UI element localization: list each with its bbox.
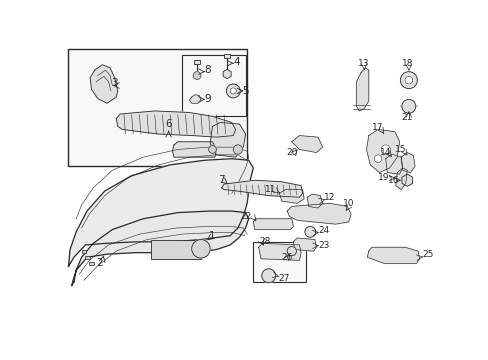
- Text: 1: 1: [209, 231, 215, 241]
- Bar: [85, 256, 90, 259]
- Circle shape: [400, 72, 416, 89]
- Polygon shape: [71, 211, 248, 286]
- Circle shape: [286, 247, 296, 256]
- Polygon shape: [366, 130, 399, 172]
- Polygon shape: [172, 142, 216, 157]
- Text: 27: 27: [277, 274, 289, 283]
- Text: 12: 12: [324, 193, 335, 202]
- Bar: [89, 262, 94, 265]
- Bar: [194, 60, 200, 64]
- Circle shape: [401, 99, 415, 113]
- Circle shape: [193, 72, 201, 80]
- Polygon shape: [253, 219, 293, 230]
- Polygon shape: [293, 238, 316, 251]
- Polygon shape: [116, 111, 235, 137]
- Polygon shape: [210, 122, 245, 157]
- Text: 23: 23: [317, 241, 329, 250]
- Text: 14: 14: [379, 148, 390, 157]
- Text: 20: 20: [285, 148, 297, 157]
- Text: 16: 16: [387, 176, 399, 185]
- Polygon shape: [258, 243, 301, 260]
- Polygon shape: [189, 95, 201, 103]
- Circle shape: [261, 269, 275, 283]
- Text: 17: 17: [371, 123, 383, 132]
- Circle shape: [230, 88, 236, 94]
- Circle shape: [191, 239, 210, 258]
- Text: 8: 8: [203, 65, 210, 75]
- Polygon shape: [221, 180, 302, 197]
- Circle shape: [305, 226, 315, 237]
- Polygon shape: [366, 247, 419, 264]
- Polygon shape: [279, 189, 304, 203]
- Text: 19: 19: [377, 174, 389, 183]
- Text: 22: 22: [240, 212, 251, 221]
- Text: 4: 4: [233, 57, 240, 67]
- Circle shape: [373, 155, 381, 163]
- Text: 15: 15: [395, 145, 406, 154]
- Circle shape: [208, 145, 216, 153]
- Text: 9: 9: [203, 94, 210, 104]
- Text: 6: 6: [165, 119, 172, 129]
- Text: 13: 13: [358, 59, 369, 68]
- Text: 10: 10: [343, 199, 354, 208]
- Circle shape: [404, 76, 412, 84]
- Text: 2: 2: [96, 258, 102, 267]
- Polygon shape: [291, 136, 322, 153]
- Circle shape: [226, 84, 240, 98]
- Text: 5: 5: [242, 86, 249, 96]
- Polygon shape: [356, 68, 368, 111]
- Text: 26: 26: [281, 253, 292, 262]
- Text: 28: 28: [259, 237, 270, 246]
- Bar: [224, 54, 230, 58]
- Bar: [182, 55, 245, 116]
- Text: 21: 21: [401, 113, 412, 122]
- Polygon shape: [286, 203, 350, 224]
- Text: 3: 3: [111, 78, 117, 88]
- Polygon shape: [90, 65, 118, 103]
- Polygon shape: [68, 159, 253, 266]
- Polygon shape: [306, 194, 322, 208]
- Bar: [151, 239, 201, 259]
- Text: 24: 24: [317, 226, 328, 235]
- Bar: [81, 249, 86, 253]
- Polygon shape: [400, 153, 414, 172]
- Polygon shape: [395, 168, 407, 189]
- Text: 18: 18: [401, 59, 412, 68]
- Polygon shape: [385, 154, 402, 174]
- Bar: [68, 49, 246, 166]
- Text: 11: 11: [264, 185, 276, 194]
- Bar: [253, 242, 305, 282]
- Text: 25: 25: [422, 251, 433, 260]
- Circle shape: [380, 145, 389, 154]
- Circle shape: [233, 145, 242, 154]
- Text: 7: 7: [218, 175, 224, 185]
